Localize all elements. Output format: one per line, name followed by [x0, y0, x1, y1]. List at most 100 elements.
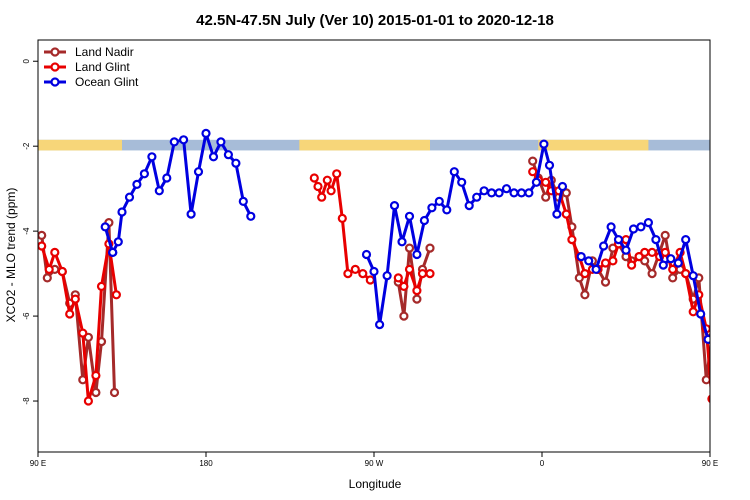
land-nadir-point: [723, 338, 730, 345]
ocean-glint-point: [738, 238, 745, 245]
ocean-glint-point: [382, 271, 392, 281]
ocean-glint-point: [688, 271, 698, 281]
ocean-glint-line-4: [736, 157, 750, 253]
ocean-glint-point: [509, 188, 519, 198]
y-axis: 0 -2 -4 -6 -8: [22, 58, 38, 405]
y-tick-label: -4: [22, 227, 31, 235]
ocean-glint-point: [464, 201, 474, 211]
legend-item-land-glint: Land Glint: [44, 60, 130, 74]
ocean-glint-point: [193, 167, 204, 177]
ocean-glint-point: [591, 264, 601, 274]
land-nadir-point: [109, 387, 120, 398]
land-nadir-point: [399, 311, 409, 321]
x-axis: 90 E 180 90 W 0 90 E: [30, 452, 718, 468]
ocean-glint-point: [613, 235, 624, 245]
land-glint-point: [350, 264, 360, 274]
land-glint-line-1: [312, 172, 372, 282]
land-nadir-point: [660, 230, 670, 240]
land-band-1: [299, 139, 430, 151]
y-tick-label: -2: [22, 142, 31, 150]
ocean-glint-point: [223, 150, 233, 160]
land-nadir-point: [716, 389, 723, 396]
ocean-glint-point: [516, 188, 527, 198]
x-tick-label: 180: [199, 459, 213, 468]
ocean-glint-point: [673, 258, 683, 268]
ocean-glint-point: [539, 139, 549, 149]
land-glint-point: [50, 247, 60, 257]
legend-label: Ocean Glint: [75, 75, 139, 89]
land-glint-point: [412, 286, 422, 296]
land-glint-point: [65, 309, 75, 319]
land-glint-point: [365, 275, 375, 285]
ocean-glint-point: [494, 188, 504, 198]
land-glint-point: [668, 264, 678, 274]
series-layer: [38, 128, 750, 406]
x-tick-label: 90 E: [30, 459, 46, 468]
land-nadir-point: [404, 243, 415, 253]
ocean-glint-line-1: [365, 142, 564, 327]
land-glint-point: [313, 181, 323, 192]
ocean-glint-point: [544, 160, 555, 170]
ocean-glint-point: [628, 224, 639, 234]
land-band-0: [38, 139, 122, 151]
ocean-glint-point: [524, 188, 534, 198]
land-nadir-point: [647, 269, 657, 279]
land-glint-point: [723, 283, 730, 290]
land-nadir-point: [528, 156, 538, 166]
land-glint-point: [337, 213, 347, 223]
ocean-glint-point: [100, 222, 110, 232]
ocean-glint-point: [154, 186, 164, 196]
land-glint-point: [608, 256, 618, 266]
ocean-glint-point: [606, 222, 616, 232]
land-glint-point: [647, 247, 657, 257]
ocean-glint-point: [117, 207, 127, 217]
land-glint-point: [38, 241, 47, 251]
ocean-glint-point: [124, 192, 135, 202]
ocean-glint-point: [651, 235, 661, 245]
legend-item-ocean-glint: Ocean Glint: [44, 75, 139, 89]
ocean-glint-point: [584, 256, 594, 266]
y-tick-label: 0: [22, 58, 31, 63]
land-glint-point: [404, 264, 415, 274]
legend-label: Land Nadir: [75, 45, 134, 59]
ocean-glint-point: [216, 137, 226, 147]
ocean-glint-point: [369, 266, 379, 277]
ocean-glint-point: [621, 245, 631, 255]
ocean-glint-point: [132, 179, 142, 189]
land-band-3: [710, 140, 750, 151]
land-nadir-point: [91, 387, 101, 398]
land-glint-point: [326, 186, 336, 196]
ocean-glint-point: [658, 260, 668, 270]
legend-swatch-point: [50, 62, 60, 72]
ocean-glint-point: [361, 249, 372, 260]
ocean-glint-point: [186, 209, 196, 219]
land-nadir-point: [729, 219, 736, 226]
land-glint-point: [343, 269, 353, 279]
land-glint-point: [716, 372, 723, 379]
legend-swatch-point: [50, 77, 60, 87]
land-glint-point: [358, 269, 368, 279]
land-glint-point: [57, 266, 67, 277]
land-glint-point: [322, 175, 332, 185]
ocean-glint-point: [643, 218, 654, 228]
y-tick-label: -6: [22, 312, 31, 320]
ocean-glint-point: [531, 177, 542, 187]
land-glint-point: [91, 370, 101, 381]
land-ocean-strip: [38, 139, 750, 151]
ocean-glint-point: [744, 209, 750, 216]
ocean-glint-point: [139, 169, 149, 179]
land-glint-point: [44, 264, 54, 274]
land-glint-point: [528, 167, 538, 177]
x-tick-label: 90 W: [365, 459, 384, 468]
x-tick-label: 0: [540, 459, 545, 468]
land-glint-point: [541, 177, 551, 187]
series-ocean-glint: [100, 128, 750, 344]
land-nadir-point: [736, 389, 743, 396]
ocean-glint-point: [412, 249, 422, 260]
land-glint-point: [317, 192, 327, 202]
land-nadir-point: [425, 243, 435, 253]
ocean-glint-point: [169, 137, 179, 147]
ocean-glint-point: [201, 128, 211, 138]
land-nadir-point: [580, 290, 590, 300]
